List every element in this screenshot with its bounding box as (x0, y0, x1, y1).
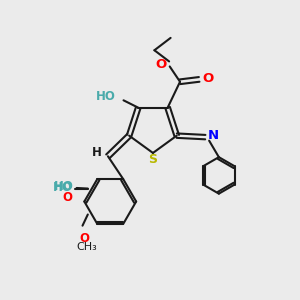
Text: HO: HO (96, 90, 116, 103)
Text: CH₃: CH₃ (77, 242, 98, 253)
Text: S: S (148, 153, 158, 166)
Text: O: O (62, 191, 73, 205)
Text: O: O (155, 58, 167, 71)
Text: N: N (208, 129, 219, 142)
Text: HO: HO (54, 180, 74, 193)
Text: O: O (79, 232, 89, 244)
Text: O: O (202, 72, 213, 85)
Text: H: H (92, 146, 101, 159)
Text: HO: HO (52, 181, 73, 194)
